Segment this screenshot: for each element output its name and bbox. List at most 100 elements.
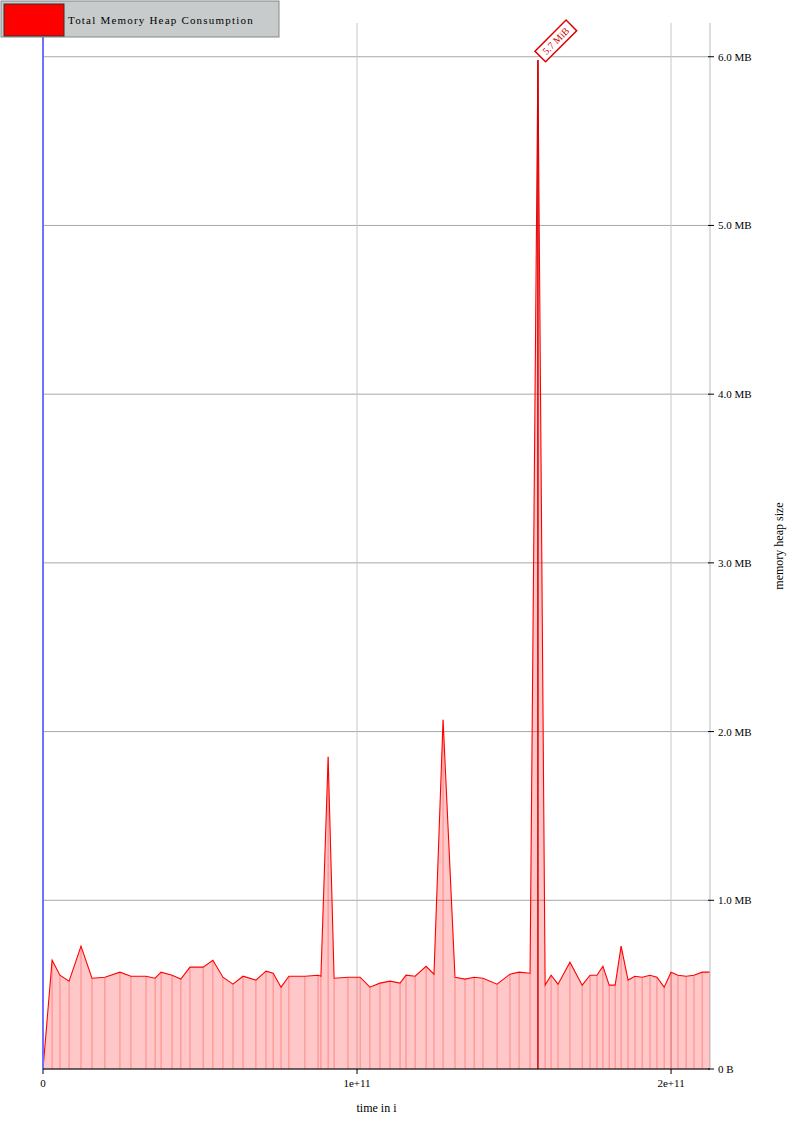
- sample-line: [273, 973, 274, 1069]
- sample-line: [130, 976, 131, 1069]
- sample-line: [347, 977, 348, 1069]
- y-tick: [708, 225, 714, 226]
- x-tick: [43, 1069, 44, 1074]
- legend-label: Total Memory Heap Consumption: [68, 14, 254, 26]
- sample-line: [212, 960, 213, 1069]
- y-tick-label: 1.0 MB: [718, 894, 752, 906]
- grid-line-y: [43, 731, 710, 732]
- x-tick: [357, 1069, 358, 1074]
- sample-line: [52, 960, 53, 1069]
- sample-line: [677, 975, 678, 1069]
- annotation-label: 5.7 MiB: [540, 25, 572, 57]
- sample-line: [360, 977, 361, 1069]
- sample-line: [104, 977, 105, 1069]
- sample-line: [180, 979, 181, 1069]
- sample-line: [519, 972, 520, 1069]
- sample-line: [530, 973, 531, 1069]
- grid: [43, 23, 710, 1069]
- sample-line: [650, 975, 651, 1069]
- sample-line: [474, 977, 475, 1069]
- sample-line: [91, 978, 92, 1069]
- sample-line: [415, 976, 416, 1069]
- sample-line: [693, 975, 694, 1069]
- sample-line: [390, 981, 391, 1069]
- sample-line: [569, 962, 570, 1069]
- sample-line: [281, 987, 282, 1069]
- y-tick-label: 5.0 MB: [718, 219, 752, 231]
- area-fill: [43, 60, 710, 1069]
- grid-line-y: [43, 394, 710, 395]
- sample-line: [172, 975, 173, 1069]
- area-line: [43, 60, 710, 1069]
- y-tick: [708, 1069, 714, 1070]
- x-axis: [43, 1069, 710, 1070]
- x-tick-label: 1e+11: [343, 1077, 370, 1089]
- legend-swatch: [4, 4, 64, 36]
- sample-line: [664, 987, 665, 1069]
- sample-line: [119, 972, 120, 1069]
- sample-line: [80, 946, 81, 1069]
- y-tick: [708, 900, 714, 901]
- sample-line: [545, 985, 546, 1069]
- sample-line: [615, 985, 616, 1069]
- sample-line: [537, 60, 538, 1069]
- sample-line: [558, 984, 559, 1069]
- sample-line: [161, 972, 162, 1069]
- sample-line: [400, 983, 401, 1069]
- annotation: 5.7 MiB: [535, 20, 577, 62]
- y-tick: [708, 394, 714, 395]
- sample-line: [482, 978, 483, 1069]
- x-axis-label: time in i: [357, 1101, 398, 1115]
- grid-line-y: [43, 562, 710, 563]
- sample-line: [155, 978, 156, 1069]
- sample-line: [288, 976, 289, 1069]
- sample-line: [443, 720, 444, 1069]
- y-axis-label: memory heap size: [772, 502, 786, 589]
- sample-line: [621, 946, 622, 1069]
- sample-line: [328, 757, 329, 1069]
- plot-area: [43, 60, 710, 1069]
- x-tick-label: 0: [40, 1077, 46, 1089]
- grid-line-y: [43, 1069, 710, 1070]
- sample-line: [265, 971, 266, 1069]
- sample-line: [656, 977, 657, 1069]
- sample-line: [455, 977, 456, 1069]
- grid-line-x: [43, 23, 44, 1069]
- annotation-box: [535, 20, 577, 62]
- sample-line: [334, 978, 335, 1069]
- sample-line: [203, 967, 204, 1069]
- grid-line-y: [43, 56, 710, 57]
- grid-line-x: [357, 23, 358, 1069]
- sample-line: [320, 976, 321, 1069]
- legend: Total Memory Heap Consumption: [1, 1, 279, 37]
- y-tick-label: 4.0 MB: [718, 388, 752, 400]
- axes: 0 B1.0 MB2.0 MB3.0 MB4.0 MB5.0 MB6.0 MB0…: [40, 23, 751, 1089]
- sample-line: [642, 977, 643, 1069]
- y-tick: [708, 56, 714, 57]
- grid-line-y: [43, 225, 710, 226]
- sample-line: [369, 987, 370, 1069]
- sample-line: [628, 980, 629, 1069]
- sample-line: [702, 972, 703, 1069]
- sample-line: [509, 974, 510, 1069]
- sample-line: [69, 981, 70, 1069]
- sample-line: [602, 966, 603, 1069]
- sample-line: [609, 985, 610, 1069]
- grid-line-y: [43, 900, 710, 901]
- sample-line: [590, 975, 591, 1069]
- legend-box: [1, 1, 279, 37]
- sample-line: [686, 976, 687, 1069]
- sample-line: [406, 975, 407, 1069]
- y-tick: [708, 562, 714, 563]
- sample-line: [146, 976, 147, 1069]
- sample-line: [232, 984, 233, 1069]
- grid-line-x: [671, 23, 672, 1069]
- y-tick-label: 0 B: [718, 1063, 734, 1075]
- y-axis: [710, 23, 711, 1069]
- chart: 0 B1.0 MB2.0 MB3.0 MB4.0 MB5.0 MB6.0 MB0…: [0, 0, 793, 1123]
- sample-line: [634, 976, 635, 1069]
- sample-line: [671, 972, 672, 1069]
- x-tick-label: 2e+11: [657, 1077, 684, 1089]
- x-tick: [671, 1069, 672, 1074]
- sample-line: [243, 976, 244, 1069]
